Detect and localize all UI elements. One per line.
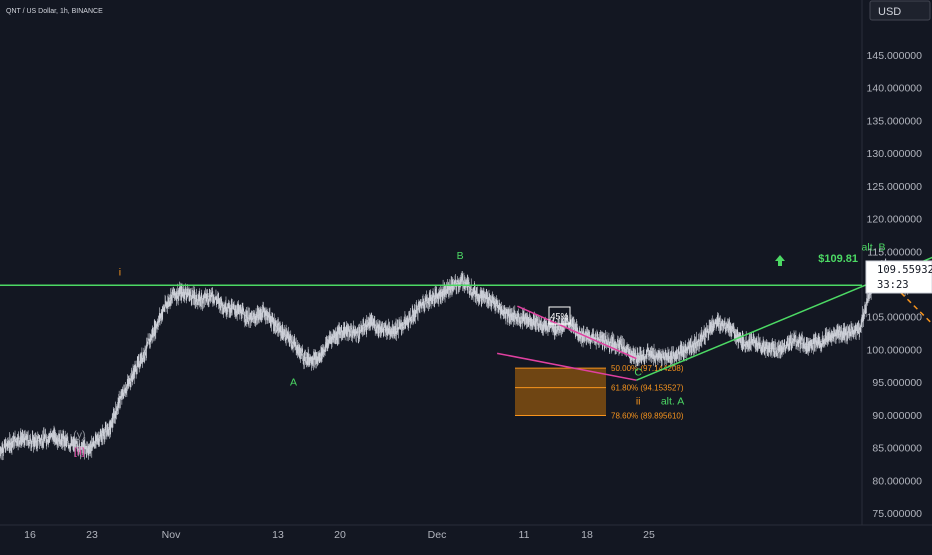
x-tick-label: Nov — [162, 529, 181, 541]
y-tick-label: 85.000000 — [872, 443, 922, 455]
wave-label: A — [290, 376, 297, 388]
wave-label: alt. A — [661, 395, 684, 407]
wave-label: [ii] — [74, 446, 85, 458]
price-series-line — [0, 269, 909, 451]
y-tick-label: 90.000000 — [872, 410, 922, 422]
symbol-title: QNT / US Dollar, 1h, BINANCE — [6, 8, 103, 15]
fib-level-label: 61.80% (94.153527) — [611, 384, 684, 393]
probability-label: 45% — [550, 312, 568, 322]
projection-lines-layer — [0, 256, 932, 381]
wave-label: ii — [636, 395, 641, 407]
y-tick-label: 95.000000 — [872, 377, 922, 389]
up-arrow-icon — [775, 255, 785, 266]
fib-zone-layer: 50.00% (97.144208) 61.80% (94.153527) 78.6… — [515, 364, 684, 421]
currency-button[interactable] — [869, 0, 931, 21]
wave-label: i — [119, 266, 121, 278]
y-tick-label: 130.000000 — [867, 148, 923, 160]
wave-label: B — [457, 250, 464, 262]
wave-label: (y) — [73, 429, 85, 441]
x-tick-label: 25 — [643, 529, 655, 541]
y-tick-label: 105.000000 — [867, 312, 923, 324]
x-tick-label: 20 — [334, 529, 346, 541]
projection-line-magenta — [517, 305, 637, 360]
x-tick-label: 23 — [86, 529, 98, 541]
currency-label: USD — [878, 6, 901, 18]
current-price-badge — [865, 260, 932, 294]
y-tick-label: 80.000000 — [872, 475, 922, 487]
wave-label: C — [634, 367, 642, 379]
probability-box — [548, 306, 571, 325]
resistance-label: $109.81 — [818, 253, 858, 265]
x-tick-label: 13 — [272, 529, 284, 541]
x-tick-label: 11 — [519, 529, 530, 541]
fib-zone — [515, 368, 606, 416]
x-tick-label: Dec — [428, 529, 447, 541]
x-tick-label: 18 — [581, 529, 593, 541]
y-tick-label: 145.000000 — [867, 50, 923, 62]
y-tick-label: 75.000000 — [872, 508, 922, 520]
x-axis-ticks: 16 23 Nov 13 20 Dec 11 18 25 — [24, 529, 655, 541]
projection-line-magenta — [496, 352, 637, 381]
y-tick-label: 125.000000 — [867, 181, 923, 193]
wave-label: alt. B — [862, 242, 886, 254]
price-series-layer — [0, 258, 909, 461]
y-tick-label: 100.000000 — [867, 344, 923, 356]
y-tick-label: 135.000000 — [867, 115, 923, 127]
y-tick-label: 140.000000 — [867, 83, 923, 95]
fib-level-label: 78.60% (89.895610) — [611, 412, 684, 421]
y-axis-ticks: 145.000000 140.000000 135.000000 130.000000… — [867, 50, 923, 520]
projection-line-green — [636, 256, 932, 381]
y-tick-label: 115.000000 — [867, 246, 922, 258]
y-tick-label: 120.000000 — [867, 214, 923, 226]
fib-level-label: 50.00% (97.144208) — [611, 364, 684, 373]
x-tick-label: 16 — [24, 529, 36, 541]
countdown-value: 33:23 — [877, 279, 909, 291]
current-price-value: 109.559321 — [877, 264, 932, 276]
